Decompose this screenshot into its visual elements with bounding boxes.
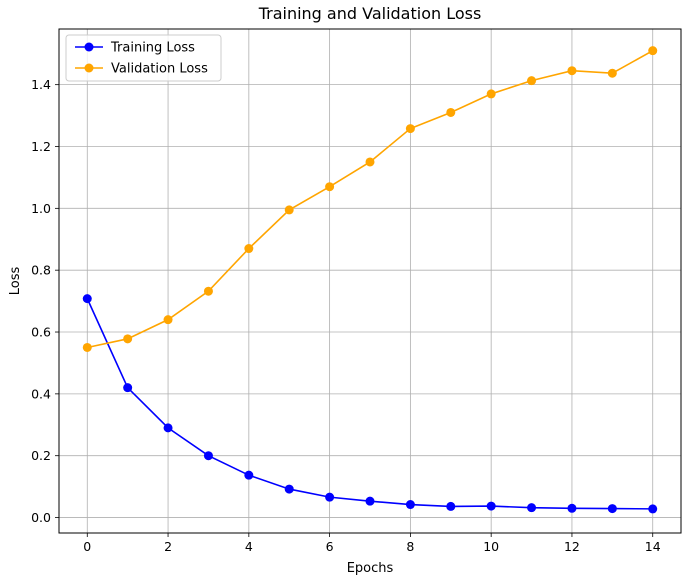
data-point — [123, 334, 133, 344]
data-point — [244, 470, 254, 480]
data-point — [405, 124, 415, 134]
data-point — [163, 315, 173, 325]
legend-marker — [84, 42, 94, 52]
y-tick-label: 0.0 — [31, 510, 51, 525]
x-axis-ticks: 0 2 4 6 8 10 12 14 — [83, 533, 661, 554]
data-point — [527, 76, 537, 86]
legend-box — [65, 34, 222, 82]
data-point — [405, 500, 415, 510]
series-validation-loss — [82, 46, 658, 352]
y-axis-ticks: 0.0 0.2 0.4 0.6 0.8 1.0 1.2 1.4 — [31, 77, 59, 525]
series-line — [87, 49, 654, 349]
y-axis-label: Loss — [8, 267, 23, 296]
data-point — [486, 501, 496, 511]
legend-entry: Training Loss — [75, 41, 195, 56]
data-point — [446, 107, 456, 117]
y-tick-label: 0.8 — [31, 263, 51, 278]
data-point — [365, 157, 375, 167]
legend-entry: Validation Loss — [75, 62, 208, 77]
data-point — [244, 244, 254, 254]
legend-label: Training Loss — [110, 41, 195, 56]
y-tick-label: 0.6 — [31, 325, 51, 340]
data-point — [486, 89, 496, 99]
data-point — [607, 504, 617, 514]
data-point — [607, 68, 617, 78]
grid — [59, 29, 681, 533]
legend-marker — [84, 63, 94, 73]
data-point — [82, 294, 92, 304]
data-point — [284, 484, 294, 494]
data-point — [365, 496, 375, 506]
data-point — [567, 66, 577, 76]
data-point — [648, 46, 658, 56]
plot-frame — [58, 28, 682, 534]
data-point — [82, 342, 92, 352]
x-tick-label: 6 — [326, 539, 334, 554]
y-tick-label: 0.2 — [31, 448, 51, 463]
data-point — [648, 504, 658, 514]
data-point — [527, 503, 537, 513]
series-layer — [82, 46, 658, 514]
x-axis-label: Epochs — [347, 561, 394, 576]
x-tick-label: 0 — [83, 539, 91, 554]
data-point — [325, 492, 335, 502]
x-tick-label: 14 — [645, 539, 661, 554]
data-point — [163, 423, 173, 433]
x-tick-label: 10 — [483, 539, 499, 554]
x-tick-label: 2 — [164, 539, 172, 554]
data-point — [123, 383, 133, 393]
series-line — [86, 298, 653, 510]
data-point — [284, 205, 294, 215]
data-point — [446, 501, 456, 511]
y-tick-label: 0.4 — [31, 386, 51, 401]
x-tick-label: 12 — [564, 539, 580, 554]
chart-title: Training and Validation Loss — [258, 4, 482, 23]
legend: Training Loss Validation Loss — [65, 34, 222, 82]
series-training-loss — [82, 294, 658, 514]
data-point — [203, 451, 213, 461]
data-point — [325, 182, 335, 192]
data-point — [203, 286, 213, 296]
x-tick-label: 8 — [406, 539, 414, 554]
legend-label: Validation Loss — [111, 62, 208, 77]
y-tick-label: 1.0 — [31, 201, 51, 216]
x-tick-label: 4 — [245, 539, 253, 554]
y-tick-label: 1.2 — [31, 139, 51, 154]
data-point — [567, 503, 577, 513]
y-tick-label: 1.4 — [31, 77, 51, 92]
